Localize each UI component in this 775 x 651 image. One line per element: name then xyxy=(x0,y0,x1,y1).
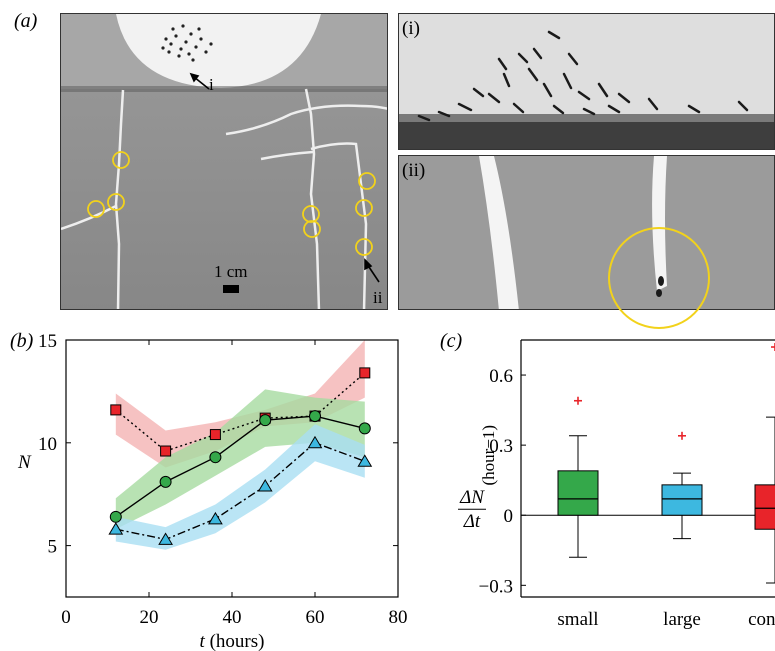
inset-ii-drawing xyxy=(399,156,774,309)
point-triangle xyxy=(357,454,373,467)
point-square xyxy=(110,404,122,416)
scale-bar-label: 1 cm xyxy=(214,262,248,281)
point-circle xyxy=(159,475,172,488)
panel-b-label: (b) xyxy=(10,330,34,352)
inset-ii-highlight-circle xyxy=(608,227,710,329)
point-circle xyxy=(259,414,272,427)
series-band-0 xyxy=(115,340,365,468)
y-tick-label: 5 xyxy=(48,537,58,558)
series-band-1 xyxy=(115,389,365,530)
pointer-arrows xyxy=(189,72,380,283)
point-triangle xyxy=(257,478,273,492)
ant-at-tunnel xyxy=(656,276,664,297)
tunnel-right xyxy=(652,156,667,291)
point-circle xyxy=(358,422,371,435)
y-label-denominator: Δt xyxy=(463,511,481,532)
ant-highlight-circles xyxy=(87,151,376,256)
point-square xyxy=(209,429,221,441)
ant-cluster xyxy=(161,24,213,62)
point-triangle xyxy=(307,435,323,449)
nest-dome xyxy=(116,14,321,88)
inset-ii-label: (ii) xyxy=(402,160,426,181)
category-label: control xyxy=(748,609,775,630)
y-tick-label: 10 xyxy=(38,434,57,455)
series-line-0 xyxy=(115,372,366,452)
y-tick-label: 15 xyxy=(38,331,57,352)
arrow-label-ii: ii xyxy=(373,288,383,307)
point-circle xyxy=(309,410,321,423)
point-triangle xyxy=(108,522,124,535)
x-tick-label: 20 xyxy=(140,607,159,628)
point-circle xyxy=(109,510,122,523)
x-tick-label: 40 xyxy=(223,607,242,628)
category-label: small xyxy=(557,609,598,630)
series-line-2 xyxy=(115,441,366,541)
y-tick-label: 0 xyxy=(504,506,514,527)
inset-i-photo xyxy=(398,13,775,150)
nest-photo xyxy=(60,13,388,310)
inset-ii-photo xyxy=(398,155,775,310)
x-tick-label: 0 xyxy=(61,607,71,628)
x-tick-label: 80 xyxy=(389,607,408,628)
box-small xyxy=(557,470,599,516)
point-triangle xyxy=(158,532,173,545)
y-label-numerator: ΔN xyxy=(459,487,485,508)
x-axis-label: t (hours) xyxy=(200,631,265,651)
x-tick-label: 60 xyxy=(306,607,325,628)
series-band-2 xyxy=(115,424,365,550)
tunnels xyxy=(61,88,387,309)
category-label: large xyxy=(663,609,701,630)
y-tick-label: 0.3 xyxy=(489,436,513,457)
point-square xyxy=(359,367,371,379)
y-tick-label: 0.6 xyxy=(489,366,513,387)
y-axis-label: N xyxy=(17,452,32,473)
y-tick-label: −0.3 xyxy=(479,576,513,597)
panel-c-label: (c) xyxy=(440,330,463,352)
point-circle xyxy=(209,451,222,464)
x-axis-label-var: t xyxy=(200,631,206,651)
arrow-label-i: i xyxy=(209,75,214,94)
ants-on-dome xyxy=(417,30,749,122)
chart-b: 0 20 40 60 80 5 10 15 t (hours) N xyxy=(17,331,408,651)
nest-photo-drawing xyxy=(61,14,387,309)
panel-a-label: (a) xyxy=(14,10,38,32)
box-control xyxy=(754,484,775,530)
box-large xyxy=(661,484,703,516)
y-label-unit: (hour−1) xyxy=(479,425,498,486)
inset-i-label: (i) xyxy=(402,18,420,39)
tunnel-left xyxy=(479,156,519,309)
series-line-1 xyxy=(115,415,365,518)
point-square xyxy=(160,445,172,457)
scale-bar xyxy=(223,285,239,293)
inset-i-drawing xyxy=(399,14,774,149)
point-triangle xyxy=(208,511,223,525)
x-axis-label-unit: (hours) xyxy=(205,631,265,651)
chart-c: −0.3 0 0.3 0.6 small large control ΔN Δt (hour−1) xyxy=(458,339,775,630)
